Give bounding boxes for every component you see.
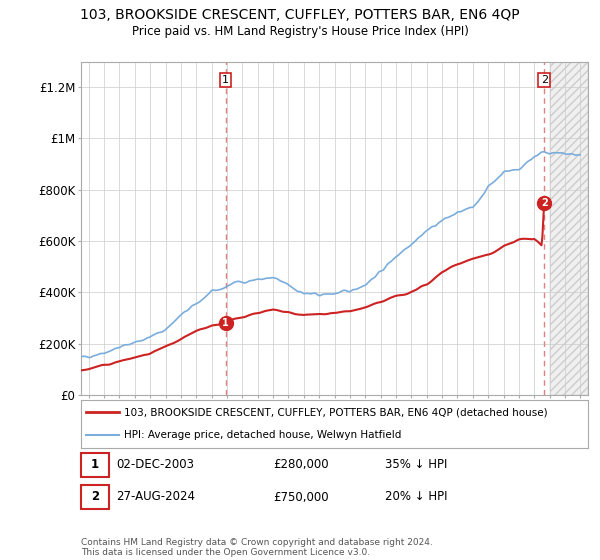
Text: 20% ↓ HPI: 20% ↓ HPI	[385, 491, 448, 503]
Text: 1: 1	[222, 75, 229, 85]
Bar	[550, 62, 588, 395]
Text: 1: 1	[223, 318, 229, 328]
Text: 27-AUG-2024: 27-AUG-2024	[116, 491, 196, 503]
Text: 02-DEC-2003: 02-DEC-2003	[116, 459, 194, 472]
FancyBboxPatch shape	[81, 485, 109, 509]
Text: 2: 2	[541, 75, 548, 85]
FancyBboxPatch shape	[81, 453, 109, 477]
Text: 1: 1	[91, 459, 99, 472]
Text: £280,000: £280,000	[274, 459, 329, 472]
Text: 103, BROOKSIDE CRESCENT, CUFFLEY, POTTERS BAR, EN6 4QP: 103, BROOKSIDE CRESCENT, CUFFLEY, POTTER…	[80, 8, 520, 22]
Bar	[550, 62, 588, 395]
Text: 2: 2	[541, 198, 548, 208]
Text: £750,000: £750,000	[274, 491, 329, 503]
Text: 35% ↓ HPI: 35% ↓ HPI	[385, 459, 448, 472]
Text: 2: 2	[91, 491, 99, 503]
Text: HPI: Average price, detached house, Welwyn Hatfield: HPI: Average price, detached house, Welw…	[124, 430, 401, 440]
Text: 103, BROOKSIDE CRESCENT, CUFFLEY, POTTERS BAR, EN6 4QP (detached house): 103, BROOKSIDE CRESCENT, CUFFLEY, POTTER…	[124, 407, 548, 417]
Text: Contains HM Land Registry data © Crown copyright and database right 2024.
This d: Contains HM Land Registry data © Crown c…	[81, 538, 433, 557]
Text: Price paid vs. HM Land Registry's House Price Index (HPI): Price paid vs. HM Land Registry's House …	[131, 25, 469, 38]
